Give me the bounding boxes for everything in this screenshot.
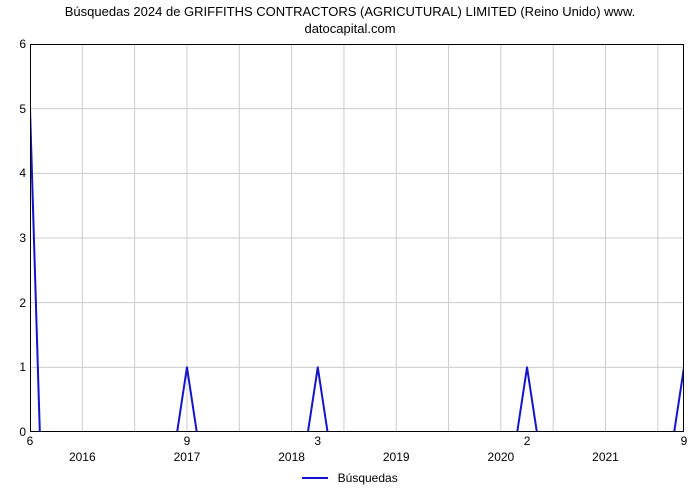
legend-swatch — [302, 477, 328, 479]
chart-container: Búsquedas 2024 de GRIFFITHS CONTRACTORS … — [0, 0, 700, 500]
y-tick-label: 5 — [8, 102, 26, 116]
x-bottom-tick-label: 2021 — [586, 450, 626, 464]
title-line1: Búsquedas 2024 de GRIFFITHS CONTRACTORS … — [65, 4, 635, 19]
y-tick-label: 4 — [8, 166, 26, 180]
x-top-tick-label: 9 — [674, 434, 694, 448]
title-line2: datocapital.com — [304, 21, 395, 36]
x-bottom-tick-label: 2019 — [376, 450, 416, 464]
y-tick-label: 2 — [8, 296, 26, 310]
x-bottom-tick-label: 2020 — [481, 450, 521, 464]
x-top-tick-label: 3 — [308, 434, 328, 448]
x-top-tick-label: 2 — [517, 434, 537, 448]
x-bottom-tick-label: 2016 — [62, 450, 102, 464]
chart-plot — [30, 44, 684, 432]
chart-title: Búsquedas 2024 de GRIFFITHS CONTRACTORS … — [0, 4, 700, 38]
x-top-tick-label: 9 — [177, 434, 197, 448]
y-tick-label: 3 — [8, 231, 26, 245]
y-tick-label: 1 — [8, 360, 26, 374]
x-bottom-tick-label: 2017 — [167, 450, 207, 464]
x-top-tick-label: 6 — [20, 434, 40, 448]
y-tick-label: 6 — [8, 37, 26, 51]
x-bottom-tick-label: 2018 — [272, 450, 312, 464]
legend-label: Búsquedas — [338, 471, 398, 485]
legend: Búsquedas — [0, 470, 700, 485]
